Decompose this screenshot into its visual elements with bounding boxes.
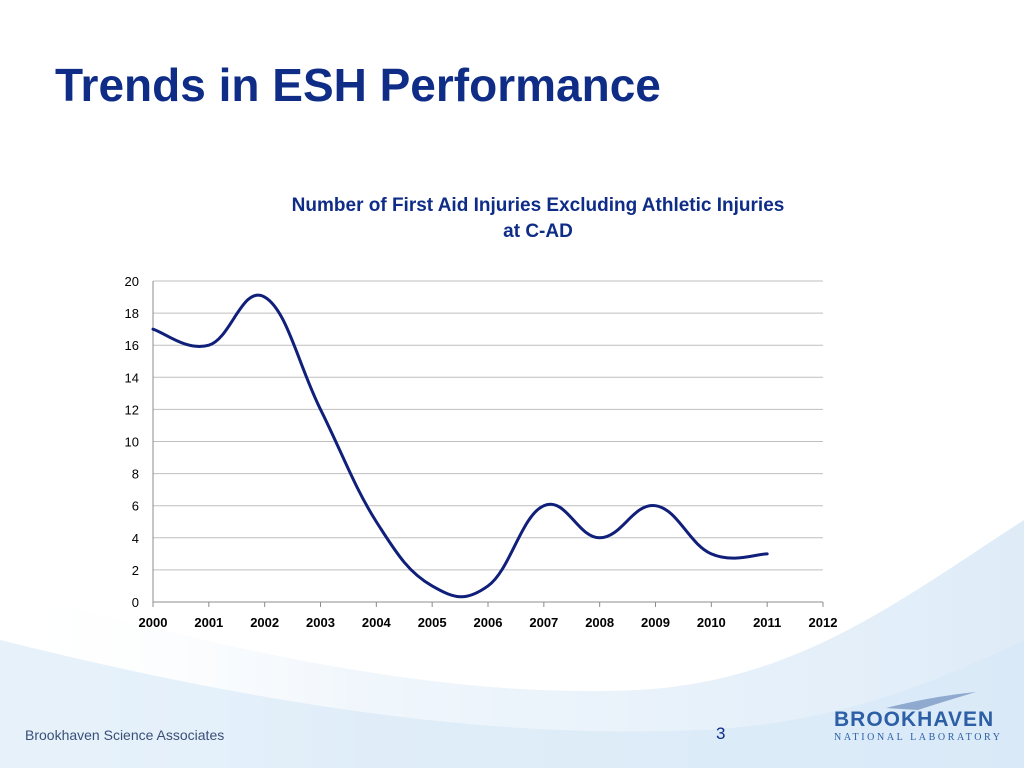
x-tick-label-2009: 2009 — [641, 615, 670, 630]
chart-title: Number of First Aid Injuries Excluding A… — [240, 193, 836, 245]
x-tick-label-2007: 2007 — [529, 615, 558, 630]
x-tick-label-2012: 2012 — [809, 615, 838, 630]
y-tick-label-20: 20 — [125, 274, 139, 289]
logo-swoosh-icon — [886, 692, 976, 710]
x-tick-label-2006: 2006 — [474, 615, 503, 630]
x-tick-label-2001: 2001 — [194, 615, 223, 630]
page-number: 3 — [716, 724, 726, 743]
x-tick-label-2002: 2002 — [250, 615, 279, 630]
x-tick-label-2000: 2000 — [139, 615, 168, 630]
brookhaven-logo: BROOKHAVEN NATIONAL LABORATORY — [826, 690, 1004, 750]
y-tick-label-0: 0 — [132, 595, 139, 610]
y-tick-label-14: 14 — [125, 370, 139, 385]
x-tick-label-2008: 2008 — [585, 615, 614, 630]
logo-wordmark: BROOKHAVEN — [834, 708, 995, 731]
y-tick-label-10: 10 — [125, 435, 139, 450]
x-tick-label-2004: 2004 — [362, 615, 392, 630]
y-tick-label-8: 8 — [132, 467, 139, 482]
logo-subtitle: NATIONAL LABORATORY — [834, 732, 1003, 743]
series-line — [151, 293, 769, 599]
x-tick-label-2010: 2010 — [697, 615, 726, 630]
y-tick-label-16: 16 — [125, 338, 139, 353]
footer-organization: Brookhaven Science Associates — [25, 727, 225, 743]
y-tick-label-12: 12 — [125, 402, 139, 417]
y-tick-label-2: 2 — [132, 563, 139, 578]
x-tick-label-2011: 2011 — [753, 615, 781, 630]
slide-title: Trends in ESH Performance — [55, 59, 661, 111]
y-tick-label-4: 4 — [132, 531, 139, 546]
y-tick-label-18: 18 — [125, 306, 139, 321]
chart-title-line-1: Number of First Aid Injuries Excluding A… — [291, 195, 785, 216]
chart-title-line-2: at C-AD — [503, 221, 573, 242]
x-tick-label-2005: 2005 — [418, 615, 447, 630]
x-tick-label-2003: 2003 — [306, 615, 335, 630]
y-tick-label-6: 6 — [132, 499, 139, 514]
